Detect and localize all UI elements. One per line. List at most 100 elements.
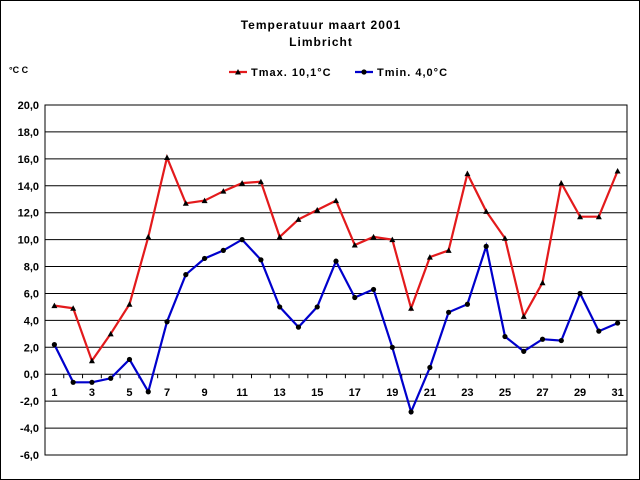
tmin-data-point	[464, 301, 471, 307]
tmin-data-point	[295, 324, 302, 330]
y-tick-label: 20,0	[18, 100, 39, 112]
y-axis-unit: °C C	[9, 65, 29, 75]
tmin-data-point	[220, 247, 226, 253]
tmin-data-point	[239, 237, 245, 243]
y-tick-label: 4,0	[24, 315, 39, 327]
tmin-legend-label: Tmin. 4,0°C	[377, 67, 448, 79]
x-tick-label: 15	[311, 387, 323, 399]
tmax-data-point	[370, 233, 377, 240]
x-tick-label: 23	[461, 387, 473, 399]
tmax-data-point	[182, 200, 189, 206]
y-tick-label: -2,0	[20, 396, 39, 408]
tmin-data-point	[183, 272, 189, 278]
tmax-data-point	[614, 167, 621, 174]
tmax-data-point	[314, 207, 321, 213]
tmin-data-point	[51, 342, 57, 348]
tmin-data-point	[277, 304, 283, 310]
tmax-data-point	[333, 197, 339, 204]
x-tick-label: 27	[536, 387, 548, 399]
y-tick-label: 8,0	[24, 262, 39, 274]
tmin-data-point	[427, 364, 433, 371]
tmin-data-point	[126, 356, 133, 363]
tmax-data-point	[577, 213, 584, 220]
tmin-data-point	[521, 348, 527, 354]
x-tick-label: 29	[574, 387, 586, 399]
tmax-data-point	[408, 305, 415, 311]
tmax-data-point	[276, 233, 283, 240]
tmin-data-point	[314, 304, 320, 310]
tmax-data-point	[107, 330, 114, 337]
tmax-data-point	[351, 242, 358, 248]
tmin-data-point	[164, 319, 170, 325]
tmax-data-point	[483, 208, 490, 214]
tmax-data-point	[558, 180, 565, 186]
tmin-data-point	[258, 257, 264, 263]
tmax-data-point	[239, 180, 246, 186]
x-tick-label: 9	[202, 387, 208, 399]
y-tick-label: 2,0	[24, 342, 39, 354]
tmin-data-point	[333, 258, 339, 264]
tmax-legend-marker	[235, 69, 241, 75]
tmax-data-point	[595, 213, 602, 220]
y-tick-label: 18,0	[18, 127, 39, 139]
tmax-data-point	[295, 216, 302, 222]
chart-title: Temperatuur maart 2001	[241, 18, 402, 32]
tmin-data-point	[539, 336, 546, 342]
tmin-series-line	[53, 238, 619, 416]
tmin-legend-marker	[361, 69, 367, 75]
y-tick-label: 16,0	[18, 154, 39, 166]
tmin-data-point	[483, 243, 489, 249]
x-tick-label: 7	[164, 387, 170, 399]
tmin-data-point	[502, 333, 508, 340]
x-tick-label: 5	[126, 387, 132, 399]
tmax-data-point	[164, 154, 171, 160]
tmax-data-point	[539, 279, 546, 286]
y-tick-label: 12,0	[18, 208, 39, 220]
y-tick-label: -6,0	[20, 450, 39, 462]
tmin-data-point	[370, 286, 377, 293]
x-tick-label: 1	[51, 387, 57, 399]
tmin-data-point	[408, 409, 414, 415]
x-tick-label: 31	[611, 387, 623, 399]
y-tick-label: 6,0	[24, 288, 39, 300]
tmin-data-point	[596, 328, 602, 334]
y-tick-label: -4,0	[20, 423, 39, 435]
tmax-data-point	[501, 235, 508, 241]
x-tick-label: 3	[89, 387, 95, 399]
tmin-data-point	[70, 379, 76, 385]
plot-area	[44, 104, 628, 456]
tmax-data-point	[389, 236, 396, 243]
tmax-data-point	[464, 170, 471, 177]
tmin-data-point	[89, 379, 95, 385]
tmax-data-point	[426, 254, 433, 260]
tmax-data-point	[257, 178, 264, 185]
tmin-data-point	[615, 320, 621, 326]
x-tick-label: 19	[386, 387, 398, 399]
tmax-legend-label: Tmax. 10,1°C	[251, 67, 332, 79]
tmin-data-point	[558, 337, 564, 344]
y-tick-label: 0,0	[24, 369, 39, 381]
tmax-data-point	[520, 313, 527, 319]
x-tick-label: 11	[236, 387, 248, 399]
tmin-data-point	[577, 290, 583, 297]
chart-subtitle: Limbricht	[289, 35, 353, 49]
tmax-data-point	[220, 188, 227, 194]
tmax-data-point	[70, 305, 77, 311]
tmin-data-point	[352, 294, 358, 301]
tmax-data-point	[445, 247, 452, 253]
x-tick-label: 13	[274, 387, 286, 399]
tmin-data-point	[201, 255, 208, 262]
x-tick-label: 21	[424, 387, 436, 399]
tmin-data-point	[389, 344, 395, 350]
tmax-data-point	[88, 357, 95, 364]
y-tick-label: 14,0	[18, 181, 39, 193]
tmax-data-point	[126, 301, 133, 307]
tmax-data-point	[201, 197, 208, 204]
tmin-data-point	[145, 389, 151, 395]
tmin-data-point	[108, 375, 114, 381]
tmax-data-point	[51, 302, 58, 309]
y-tick-label: 10,0	[18, 235, 39, 247]
tmax-data-point	[145, 233, 152, 240]
